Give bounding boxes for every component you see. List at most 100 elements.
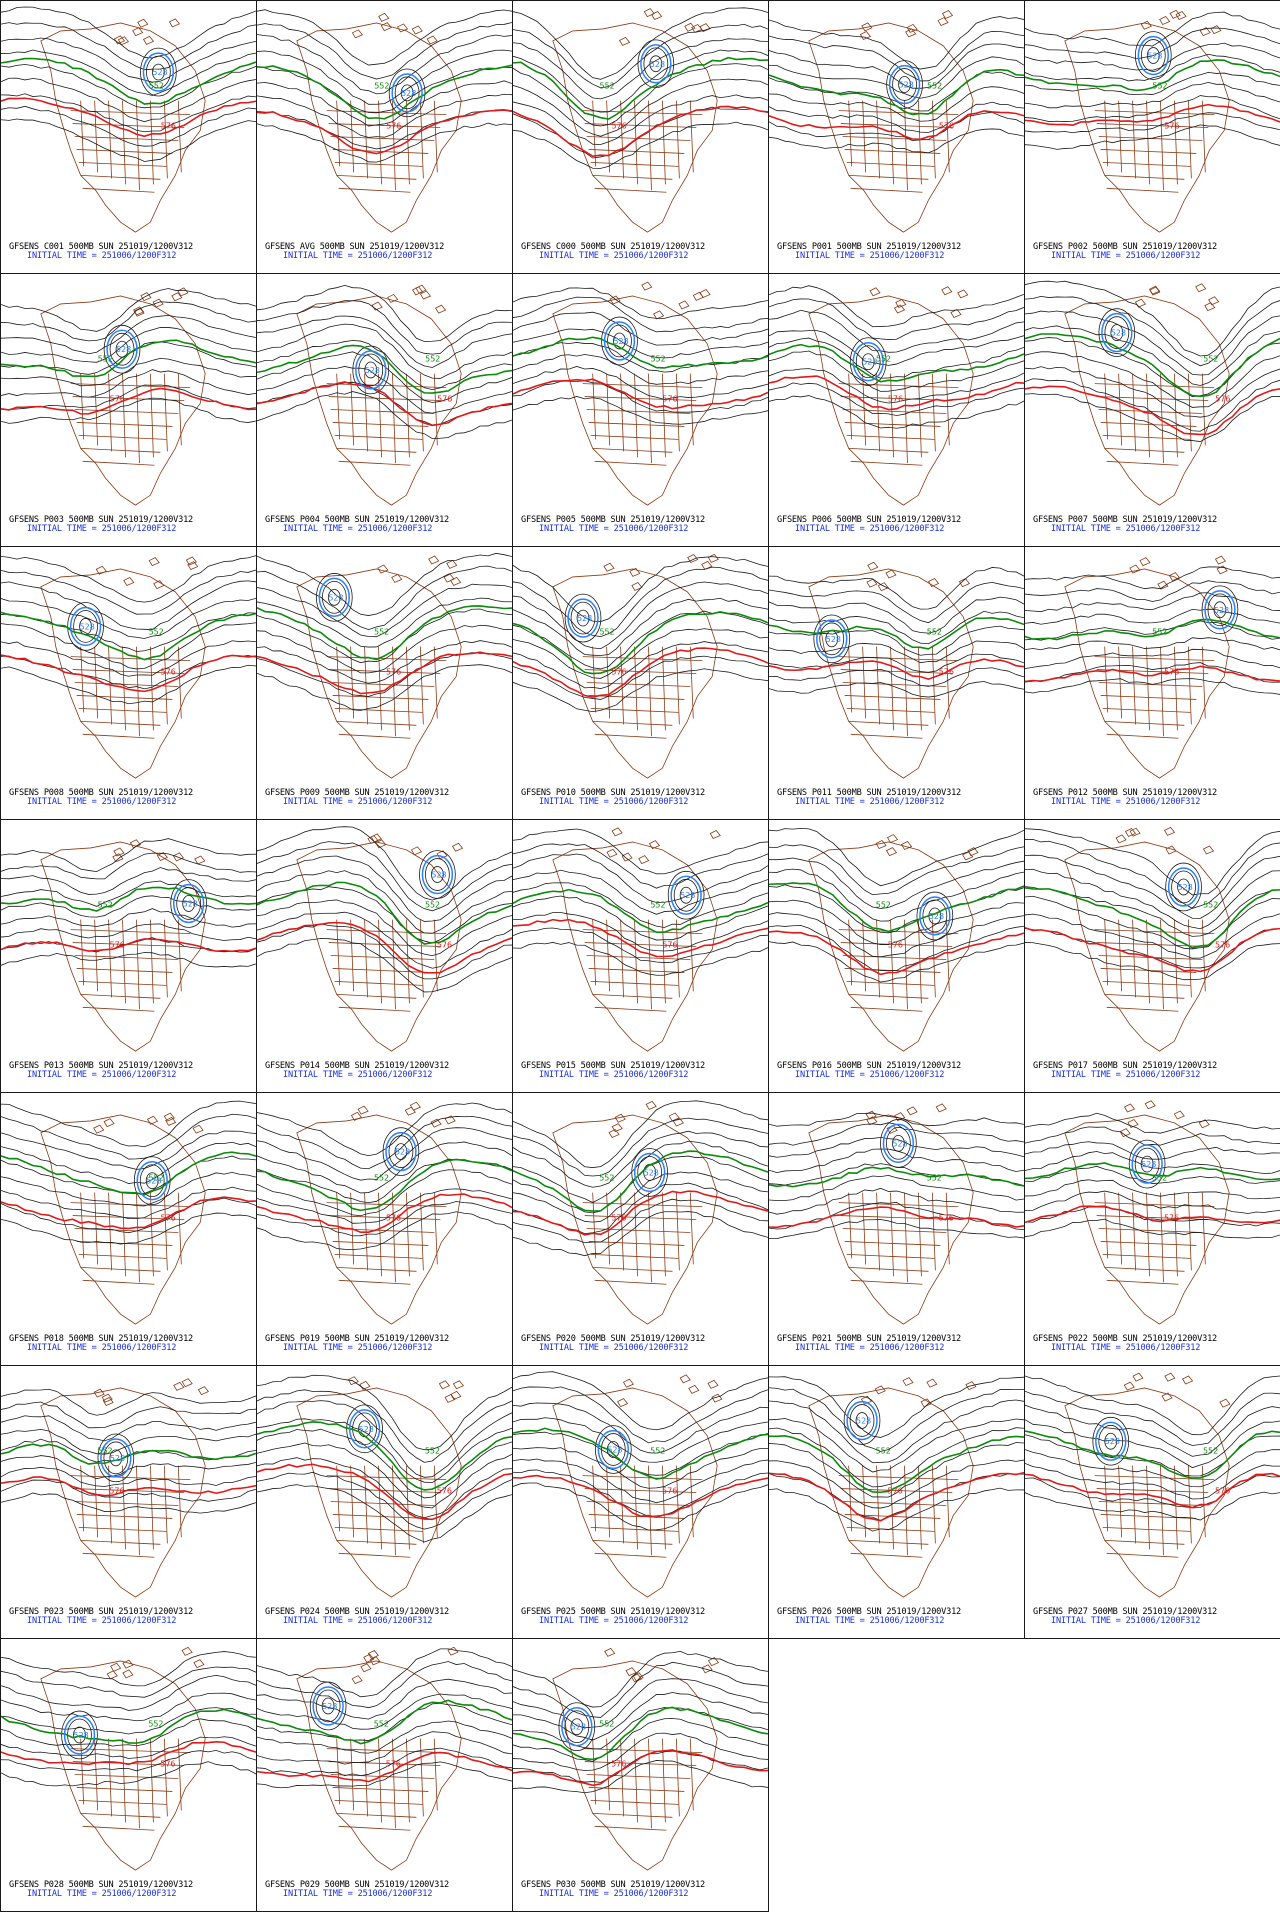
panel-title: GFSENS P029 500MB SUN 251019/1200V312: [265, 1880, 450, 1890]
contour-label-528: 528: [146, 1177, 161, 1186]
contour-528-blue: [1095, 1421, 1127, 1461]
panel-initial-time: INITIAL TIME = 251006/1200F312: [27, 1889, 177, 1899]
contour-label-528: 528: [577, 614, 592, 623]
ensemble-member-panel: 552 576 528 GFSENS P012 500MB SUN 251019/12…: [1024, 546, 1280, 820]
panel-title: GFSENS P014 500MB SUN 251019/1200V312: [265, 1061, 450, 1071]
contour-552-green: [1025, 887, 1280, 949]
contour-label-576: 576: [662, 395, 677, 404]
contour-label-576: 576: [888, 395, 903, 404]
height-contours-black: [1, 1100, 256, 1245]
height-contours-black: [769, 567, 1024, 698]
contour-576-red: [769, 930, 1024, 976]
ensemble-member-panel: 552 576 528 GFSENS P014 500MB SUN 251019/12…: [256, 819, 513, 1093]
panel-title: GFSENS P007 500MB SUN 251019/1200V312: [1033, 515, 1218, 525]
contour-label-528: 528: [395, 1148, 410, 1157]
contour-label-552: 552: [374, 628, 389, 637]
contour-528-blue: [567, 598, 599, 638]
contour-552-green: [1025, 1162, 1280, 1181]
contour-576-red: [257, 381, 512, 427]
height-contours-black: [257, 9, 512, 163]
height-contour-map: 552 576 528: [769, 1376, 1024, 1598]
panel-initial-time: INITIAL TIME = 251006/1200F312: [283, 797, 433, 807]
panel-title: GFSENS P005 500MB SUN 251019/1200V312: [521, 515, 706, 525]
contour-label-576: 576: [161, 122, 176, 131]
panel-initial-time: INITIAL TIME = 251006/1200F312: [795, 797, 945, 807]
contour-label-552: 552: [149, 1174, 164, 1183]
panel-initial-time: INITIAL TIME = 251006/1200F312: [283, 524, 433, 534]
contour-label-576: 576: [160, 1760, 175, 1769]
contour-label-576: 576: [386, 1214, 401, 1223]
contour-528-blue: [69, 606, 102, 647]
ensemble-member-panel: 552 576 528 GFSENS P015 500MB SUN 251019/12…: [512, 819, 769, 1093]
ensemble-member-panel: 552 576 528 GFSENS P003 500MB SUN 251019/12…: [0, 273, 257, 547]
coastline-and-borders: [552, 1100, 718, 1325]
contour-label-528: 528: [1147, 52, 1162, 61]
contour-552-green: [1, 1708, 256, 1744]
contour-label-576: 576: [662, 941, 677, 950]
panel-initial-time: INITIAL TIME = 251006/1200F312: [27, 1616, 177, 1626]
contour-576-red: [769, 375, 1024, 411]
ensemble-member-panel: 552 576 528 GFSENS P019 500MB SUN 251019/12…: [256, 1092, 513, 1366]
ensemble-member-panel: 552 576 528 GFSENS C001 500MB SUN 251019/12…: [0, 0, 257, 274]
contour-576-red: [769, 1206, 1024, 1229]
ensemble-member-panel: 552 576 528 GFSENS P023 500MB SUN 251019/12…: [0, 1365, 257, 1639]
panel-initial-time: INITIAL TIME = 251006/1200F312: [539, 1070, 689, 1080]
height-contour-map: 552 576 528: [513, 553, 768, 779]
contour-552-green: [257, 605, 512, 661]
contour-552-green: [257, 344, 512, 394]
panel-title: GFSENS P015 500MB SUN 251019/1200V312: [521, 1061, 706, 1071]
contour-label-576: 576: [161, 668, 176, 677]
height-contour-map: 552 576 528: [257, 552, 512, 779]
height-contour-map: 552 576 528: [257, 826, 512, 1052]
contour-576-red: [1, 1476, 256, 1497]
contour-label-528: 528: [116, 345, 131, 354]
height-contours-black: [1025, 280, 1280, 442]
height-contour-map: 552 576 528: [1025, 280, 1280, 506]
height-contour-map: 552 576 528: [1025, 9, 1280, 233]
panel-initial-time: INITIAL TIME = 251006/1200F312: [1051, 797, 1201, 807]
contour-label-576: 576: [612, 122, 627, 131]
contour-552-green: [257, 64, 512, 120]
height-contours-black: [1025, 566, 1280, 695]
contour-label-552: 552: [98, 355, 113, 364]
contour-label-576: 576: [1164, 1214, 1179, 1223]
contour-528-blue: [172, 883, 205, 924]
contour-552-green: [513, 1150, 768, 1212]
contour-label-576: 576: [662, 1487, 677, 1496]
ensemble-member-panel: 552 576 528 GFSENS P020 500MB SUN 251019/12…: [512, 1092, 769, 1366]
height-contours-black: [257, 1648, 512, 1789]
contour-label-576: 576: [437, 941, 452, 950]
contour-label-576: 576: [1164, 668, 1179, 677]
panel-initial-time: INITIAL TIME = 251006/1200F312: [795, 524, 945, 534]
contour-528-blue: [1167, 867, 1200, 907]
height-contour-map: 552 576 528: [257, 1374, 512, 1598]
contour-552-green: [769, 882, 1024, 933]
panel-title: GFSENS P021 500MB SUN 251019/1200V312: [777, 1334, 962, 1344]
height-contour-map: 552 576 528: [513, 281, 768, 506]
contour-528-blue: [318, 577, 350, 618]
contour-label-552: 552: [97, 1447, 112, 1456]
height-contours-black: [513, 1650, 768, 1794]
ensemble-member-panel: 552 576 528 GFSENS P024 500MB SUN 251019/12…: [256, 1365, 513, 1639]
contour-528-blue: [633, 1152, 666, 1193]
contour-label-528: 528: [365, 366, 380, 375]
contour-576-red: [257, 921, 512, 974]
height-contour-map: 552 576 528: [1, 6, 256, 233]
contour-528-blue: [63, 1715, 96, 1755]
height-contour-map: 552 576 528: [257, 1646, 512, 1871]
contour-label-576: 576: [1215, 395, 1230, 404]
ensemble-member-panel: 552 576 528 GFSENS P029 500MB SUN 251019/12…: [256, 1638, 513, 1912]
height-contour-map: 552 576 528: [513, 1647, 768, 1871]
contour-576-red: [769, 110, 1024, 141]
contour-label-552: 552: [1203, 1447, 1218, 1456]
coastline-and-borders: [808, 1103, 974, 1325]
contour-label-552: 552: [599, 1720, 614, 1729]
coastline-and-borders: [296, 833, 464, 1052]
coastline-and-borders: [552, 827, 721, 1052]
height-contour-map: 552 576 528: [1025, 555, 1280, 779]
height-contour-map: 552 576 528: [1, 287, 256, 506]
height-contour-map: 552 576 528: [513, 1371, 768, 1598]
contour-528-blue: [1137, 35, 1169, 76]
coastline-and-borders: [296, 1376, 465, 1598]
